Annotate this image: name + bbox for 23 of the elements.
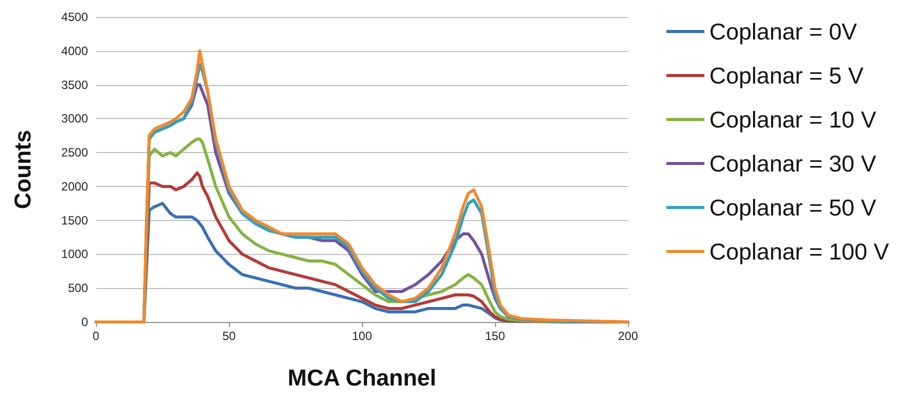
y-tick-label: 1000: [61, 247, 88, 262]
y-tick-label: 2000: [61, 179, 88, 194]
x-tick-label: 100: [352, 329, 372, 343]
y-tick-label: 500: [68, 281, 88, 296]
y-tick-label: 4000: [61, 44, 88, 58]
legend-label: Coplanar = 50 V: [709, 194, 877, 220]
legend-label: Coplanar = 5 V: [709, 62, 864, 88]
y-tick-label: 2500: [61, 146, 88, 160]
legend-label: Coplanar = 30 V: [709, 150, 877, 176]
x-axis-title: MCA Channel: [288, 364, 436, 390]
x-tick-label: 0: [92, 329, 100, 343]
y-tick-label: 3500: [61, 78, 88, 92]
legend-label: Coplanar = 100 V: [709, 238, 890, 264]
x-tick-label: 50: [222, 329, 236, 343]
y-tick-label: 0: [81, 315, 88, 329]
y-tick-label: 1500: [61, 213, 88, 228]
x-tick-label: 150: [484, 329, 506, 343]
x-tick-label: 200: [618, 329, 638, 343]
legend-label: Coplanar = 0V: [709, 18, 858, 44]
y-axis-title: Counts: [10, 130, 36, 210]
y-tick-label: 3000: [61, 112, 88, 126]
legend-label: Coplanar = 10 V: [709, 106, 877, 132]
y-tick-label: 4500: [61, 10, 88, 24]
